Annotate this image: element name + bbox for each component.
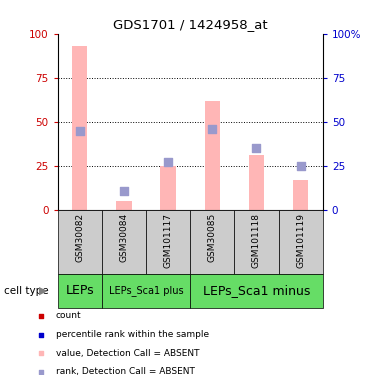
Text: GSM101117: GSM101117 (164, 213, 173, 268)
Point (121, 188, 127, 194)
Text: GSM101118: GSM101118 (252, 213, 261, 268)
Text: count: count (56, 311, 81, 320)
Text: GSM30085: GSM30085 (208, 213, 217, 262)
Bar (190, 274, 323, 308)
Text: LEPs: LEPs (65, 284, 94, 297)
Text: rank, Detection Call = ABSENT: rank, Detection Call = ABSENT (56, 367, 194, 375)
Point (38, 332, 44, 338)
Text: cell type: cell type (4, 286, 48, 296)
Point (298, 163, 303, 169)
Point (38, 369, 44, 375)
Bar (249, 155, 264, 210)
Text: ▶: ▶ (39, 286, 47, 296)
Text: GSM30084: GSM30084 (119, 213, 128, 262)
Point (165, 159, 171, 165)
Text: percentile rank within the sample: percentile rank within the sample (56, 330, 209, 339)
Bar (72, 46, 87, 210)
Bar (279, 210, 323, 274)
Point (38, 313, 44, 319)
Bar (190, 210, 234, 274)
Point (77, 128, 83, 134)
Bar (102, 274, 190, 308)
Point (209, 126, 215, 132)
Title: GDS1701 / 1424958_at: GDS1701 / 1424958_at (113, 18, 267, 31)
Point (38, 350, 44, 356)
Bar (160, 166, 176, 210)
Bar (58, 210, 102, 274)
Bar (58, 274, 102, 308)
Text: GSM101119: GSM101119 (296, 213, 305, 268)
Text: LEPs_Sca1 minus: LEPs_Sca1 minus (203, 284, 310, 297)
Text: GSM30082: GSM30082 (75, 213, 84, 262)
Bar (293, 180, 308, 210)
Bar (102, 210, 146, 274)
Bar (146, 210, 190, 274)
Point (253, 146, 259, 152)
Text: LEPs_Sca1 plus: LEPs_Sca1 plus (109, 285, 183, 296)
Bar (234, 210, 279, 274)
Text: value, Detection Call = ABSENT: value, Detection Call = ABSENT (56, 349, 199, 358)
Bar (116, 201, 132, 210)
Bar (204, 101, 220, 210)
